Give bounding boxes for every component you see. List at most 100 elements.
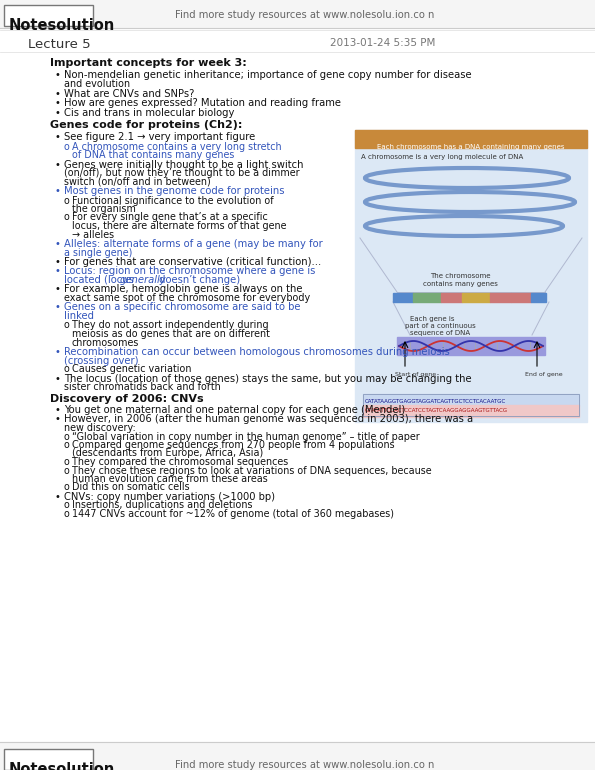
Text: Each gene is: Each gene is: [410, 316, 455, 322]
Text: CNVs: copy number variations (>1000 bp): CNVs: copy number variations (>1000 bp): [64, 492, 275, 502]
Text: human evolution came from these areas: human evolution came from these areas: [72, 474, 268, 484]
Text: o: o: [64, 500, 70, 511]
Text: Genes were initially thought to be a light switch: Genes were initially thought to be a lig…: [64, 159, 303, 169]
Text: o: o: [64, 213, 70, 223]
Text: switch (on/off and in between): switch (on/off and in between): [64, 176, 211, 186]
Text: located (locus: located (locus: [64, 275, 137, 285]
Text: For genes that are conservative (critical function)...: For genes that are conservative (critica…: [64, 257, 321, 267]
Text: •: •: [54, 239, 60, 249]
Text: exact same spot of the chromosome for everybody: exact same spot of the chromosome for ev…: [64, 293, 310, 303]
Text: o: o: [64, 196, 70, 206]
Text: Locus: region on the chromosome where a gene is: Locus: region on the chromosome where a …: [64, 266, 315, 276]
Text: and evolution: and evolution: [64, 79, 130, 89]
Text: Genes code for proteins (Ch2):: Genes code for proteins (Ch2):: [50, 120, 242, 130]
Text: new discovery:: new discovery:: [64, 423, 136, 433]
Text: Recombination can occur between homologous chromosomes during meiosis: Recombination can occur between homologo…: [64, 347, 450, 357]
Text: GTATATTCCACTCCATCCTAGTCAAGGAGGAAGTGTTACG: GTATATTCCACTCCATCCTAGTCAAGGAGGAAGTGTTACG: [365, 408, 508, 413]
Text: •: •: [54, 132, 60, 142]
Text: •: •: [54, 284, 60, 294]
Text: Important concepts for week 3:: Important concepts for week 3:: [50, 58, 247, 68]
Text: o: o: [64, 142, 70, 152]
Bar: [413, 293, 441, 302]
Text: The locus (location of those genes) stays the same, but you may be changing the: The locus (location of those genes) stay…: [64, 373, 472, 383]
Text: 2013-01-24 5:35 PM: 2013-01-24 5:35 PM: [330, 38, 436, 48]
Text: •: •: [54, 186, 60, 196]
Text: Did this on somatic cells: Did this on somatic cells: [72, 483, 190, 493]
Text: Start of gene: Start of gene: [395, 372, 436, 377]
Text: meiosis as do genes that are on different: meiosis as do genes that are on differen…: [72, 329, 270, 339]
Text: Functional significance to the evolution of: Functional significance to the evolution…: [72, 196, 274, 206]
Text: A chromosome contains a very long stretch: A chromosome contains a very long stretc…: [72, 142, 281, 152]
Text: → alleles: → alleles: [72, 229, 114, 239]
Text: Genes on a specific chromosome are said to be: Genes on a specific chromosome are said …: [64, 303, 300, 313]
Text: •: •: [54, 108, 60, 118]
Text: o: o: [64, 466, 70, 476]
Text: locus, there are alternate forms of that gene: locus, there are alternate forms of that…: [72, 221, 287, 231]
Text: They do not assort independently during: They do not assort independently during: [72, 320, 268, 330]
Text: However, in 2006 (after the human genome was sequenced in 2003), there was a: However, in 2006 (after the human genome…: [64, 414, 473, 424]
Text: You get one maternal and one paternal copy for each gene (Mendel): You get one maternal and one paternal co…: [64, 405, 405, 415]
Text: o: o: [64, 320, 70, 330]
Text: Cis and trans in molecular biology: Cis and trans in molecular biology: [64, 108, 234, 118]
FancyBboxPatch shape: [4, 5, 92, 25]
Bar: [363, 394, 579, 406]
Text: o: o: [64, 509, 70, 519]
Text: Discovery of 2006: CNVs: Discovery of 2006: CNVs: [50, 393, 203, 403]
Text: Lecture 5: Lecture 5: [28, 38, 90, 51]
Text: Insertions, duplications and deletions: Insertions, duplications and deletions: [72, 500, 252, 511]
Text: Each chromosome has a DNA containing many genes: Each chromosome has a DNA containing man…: [377, 144, 565, 150]
Text: contains many genes: contains many genes: [423, 281, 498, 287]
Text: •: •: [54, 414, 60, 424]
Text: CATATAAGGTGAGGTAGGATCAGTTGCTCCTCACAATGC: CATATAAGGTGAGGTAGGATCAGTTGCTCCTCACAATGC: [365, 399, 506, 404]
Bar: [0, 742, 595, 770]
FancyBboxPatch shape: [4, 748, 92, 769]
Bar: [355, 130, 587, 422]
Text: chromosomes: chromosomes: [72, 337, 139, 347]
Text: •: •: [54, 347, 60, 357]
Text: How are genes expressed? Mutation and reading frame: How are genes expressed? Mutation and re…: [64, 99, 341, 109]
Bar: [462, 293, 490, 302]
Text: o: o: [64, 440, 70, 450]
Text: Notesolution: Notesolution: [9, 762, 115, 770]
Text: (on/off), but now they’re thought to be a dimmer: (on/off), but now they’re thought to be …: [64, 168, 300, 178]
Text: •: •: [54, 405, 60, 415]
Bar: [363, 394, 579, 416]
Text: sequence of DNA: sequence of DNA: [410, 330, 470, 336]
Bar: [511, 293, 531, 302]
Text: •: •: [54, 373, 60, 383]
Text: Most genes in the genome code for proteins: Most genes in the genome code for protei…: [64, 186, 284, 196]
Text: •: •: [54, 69, 60, 79]
Text: What are CNVs and SNPs?: What are CNVs and SNPs?: [64, 89, 195, 99]
Text: doesn’t change): doesn’t change): [156, 275, 240, 285]
Text: 1447 CNVs account for ~12% of genome (total of 360 megabases): 1447 CNVs account for ~12% of genome (to…: [72, 509, 394, 519]
Text: o: o: [64, 431, 70, 441]
Text: •: •: [54, 89, 60, 99]
Bar: [531, 293, 546, 302]
Text: Alleles: alternate forms of a gene (may be many for: Alleles: alternate forms of a gene (may …: [64, 239, 322, 249]
Text: •: •: [54, 99, 60, 109]
Text: generally: generally: [120, 275, 167, 285]
Bar: [363, 405, 579, 417]
Text: Non-mendelian genetic inheritance; importance of gene copy number for disease: Non-mendelian genetic inheritance; impor…: [64, 69, 472, 79]
Bar: [490, 293, 511, 302]
Bar: [355, 130, 587, 148]
Text: the organism: the organism: [72, 204, 136, 214]
Text: •: •: [54, 303, 60, 313]
Text: Find more study resources at www.nolesolu.ion.co n: Find more study resources at www.nolesol…: [175, 760, 434, 770]
Text: sister chromatids back and forth: sister chromatids back and forth: [64, 382, 221, 392]
Bar: [441, 293, 462, 302]
Text: •: •: [54, 257, 60, 267]
Text: For every single gene that’s at a specific: For every single gene that’s at a specif…: [72, 213, 268, 223]
Text: Notesolution: Notesolution: [9, 18, 115, 33]
Text: Causes genetic variation: Causes genetic variation: [72, 364, 192, 374]
Bar: [393, 293, 413, 302]
Text: o: o: [64, 457, 70, 467]
Text: Find more study resources at www.nolesolu.ion.co n: Find more study resources at www.nolesol…: [175, 10, 434, 20]
Text: part of a continuous: part of a continuous: [405, 323, 476, 329]
Text: “Global variation in copy number in the human genome” – title of paper: “Global variation in copy number in the …: [72, 431, 419, 441]
Text: a single gene): a single gene): [64, 247, 132, 257]
Text: The chromosome: The chromosome: [430, 273, 490, 279]
Text: For example, hemoglobin gene is always on the: For example, hemoglobin gene is always o…: [64, 284, 302, 294]
Text: They compared the chromosomal sequences: They compared the chromosomal sequences: [72, 457, 288, 467]
Text: A chromosome is a very long molecule of DNA: A chromosome is a very long molecule of …: [361, 154, 523, 160]
